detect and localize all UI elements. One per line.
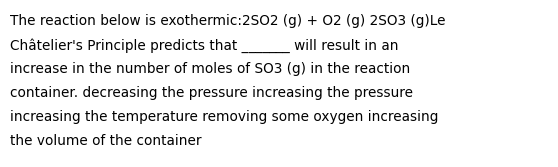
Text: increasing the temperature removing some oxygen increasing: increasing the temperature removing some… <box>10 110 439 124</box>
Text: increase in the number of moles of SO3 (g) in the reaction: increase in the number of moles of SO3 (… <box>10 62 410 76</box>
Text: Châtelier's Principle predicts that _______ will result in an: Châtelier's Principle predicts that ____… <box>10 38 398 53</box>
Text: container. decreasing the pressure increasing the pressure: container. decreasing the pressure incre… <box>10 86 413 100</box>
Text: the volume of the container: the volume of the container <box>10 134 201 148</box>
Text: The reaction below is exothermic:2SO2 (g) + O2 (g) 2SO3 (g)Le: The reaction below is exothermic:2SO2 (g… <box>10 14 445 28</box>
